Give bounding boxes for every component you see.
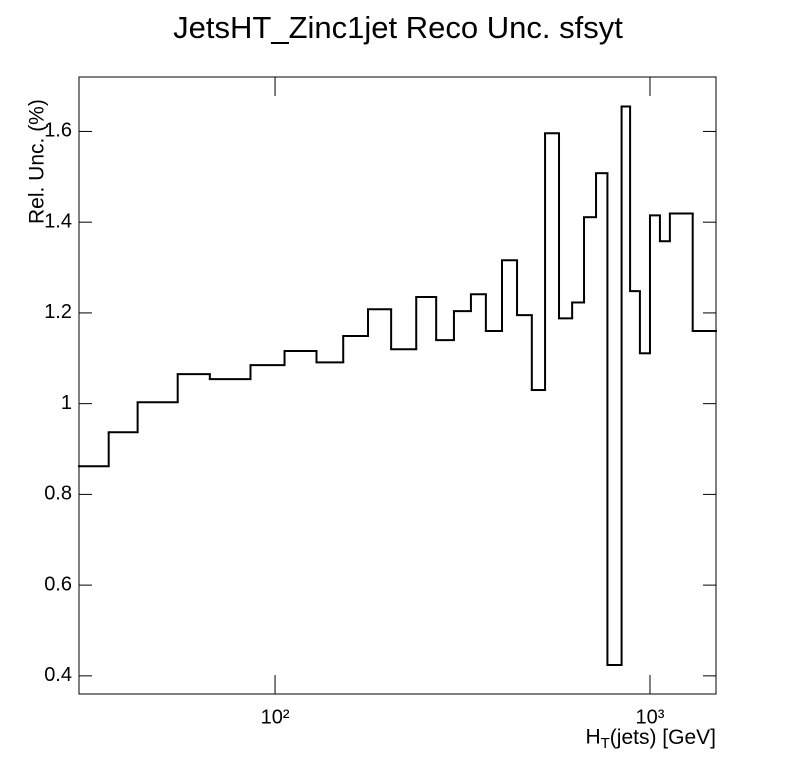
y-tick-label: 1 [61, 392, 72, 414]
x-axis-label: HT(jets) [GeV] [585, 726, 716, 752]
y-tick-label: 1.4 [44, 210, 72, 232]
y-tick-label: 0.6 [44, 573, 72, 595]
y-tick-label: 1.2 [44, 301, 72, 323]
plot-frame [78, 76, 717, 695]
y-tick-label: 1.6 [44, 120, 72, 142]
y-axis-label: Rel. Unc. (%) [26, 99, 49, 224]
histogram [78, 105, 717, 666]
x-tick-label: 10³ [636, 706, 665, 728]
x-tick-label: 10² [261, 706, 290, 728]
y-tick-label: 0.8 [44, 483, 72, 505]
chart-title: JetsHT_Zinc1jet Reco Unc. sfsyt [173, 10, 623, 45]
y-tick-label: 0.4 [44, 664, 72, 686]
